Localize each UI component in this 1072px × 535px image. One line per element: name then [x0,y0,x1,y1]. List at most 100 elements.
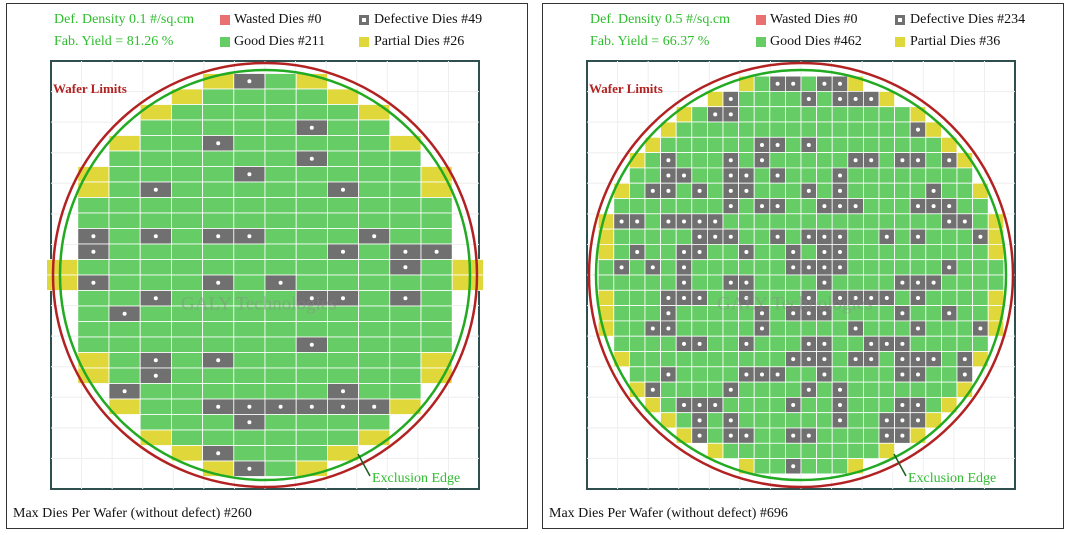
good-die [264,383,297,400]
good-die [800,320,818,337]
good-die [139,166,172,183]
defect-dot [713,112,718,117]
good-die [956,182,974,199]
good-die [264,321,297,338]
good-die [629,366,646,383]
good-die [753,381,771,398]
good-die [675,381,693,398]
good-die [738,259,755,276]
good-die [691,305,708,322]
legend-swatch [220,37,230,47]
good-die [894,320,911,337]
good-die [847,167,864,184]
good-die [941,228,958,245]
defect-dot [650,265,655,270]
good-die [675,228,693,245]
good-die [295,274,328,291]
defect-dot [635,250,640,255]
defect-dot [900,403,905,408]
defect-dot [853,158,858,163]
defect-dot [403,296,408,301]
good-die [816,152,833,169]
good-die [941,381,958,398]
legend-partial: Partial Dies #36 [910,34,1000,49]
good-die [264,150,297,167]
good-die [878,351,896,368]
defect-dot [822,250,827,255]
good-die [816,412,833,429]
good-die [420,305,453,322]
defect-dot [153,358,158,363]
good-die [972,213,989,230]
good-die [847,366,864,383]
good-die [785,228,802,245]
good-die [691,198,708,215]
good-die [831,274,849,291]
good-die [358,336,391,353]
good-die [925,152,942,169]
good-die [863,320,880,337]
good-die [295,135,328,152]
good-die [738,121,755,138]
defect-dot [838,188,842,193]
good-die [972,289,989,306]
good-die [629,259,646,276]
good-die [878,320,896,337]
defect-dot [216,404,221,409]
good-die [800,396,818,414]
good-die [389,228,422,245]
good-die [170,228,203,245]
good-die [722,351,740,368]
good-die [264,181,297,198]
good-die [326,197,359,214]
legend-good: Good Dies #211 [234,34,325,49]
good-die [295,228,328,245]
good-die [629,320,646,337]
good-die [264,367,297,384]
legend-swatch [756,37,766,47]
defect-dot [403,249,408,254]
good-die [769,213,786,230]
defect-dot [916,234,920,239]
good-die [909,243,927,261]
good-die [629,274,646,291]
defect-density: Def. Density 0.5 #/sq.cm [590,12,730,27]
defect-dot [122,389,127,394]
good-die [233,243,266,260]
good-die [233,119,266,136]
defect-dot [947,311,952,316]
good-die [753,91,771,108]
good-die [831,427,849,444]
good-die [722,396,740,414]
partial-die [987,243,1005,261]
defect-dot [635,219,640,224]
defect-dot [775,173,780,178]
good-die [925,228,942,245]
good-die [894,121,911,138]
good-die [202,166,235,183]
good-die [295,259,328,276]
defect-dot [806,387,811,392]
good-die [956,228,974,245]
good-die [816,182,833,199]
legend-swatch [756,15,766,25]
defect-dot [775,142,780,147]
good-die [925,335,942,352]
good-die [233,367,266,384]
good-die [847,381,864,398]
legend-partial: Partial Dies #26 [374,34,464,49]
good-die [753,427,771,444]
good-die [358,150,391,167]
partial-die [358,429,391,446]
good-die [675,198,693,215]
good-die [722,320,740,337]
good-die [941,167,958,184]
good-die [420,321,453,338]
defect-dot [775,81,780,86]
good-die [909,305,927,322]
good-die [139,398,172,415]
good-die [769,458,786,475]
good-die [389,367,422,384]
good-die [769,381,786,398]
good-die [295,104,328,121]
